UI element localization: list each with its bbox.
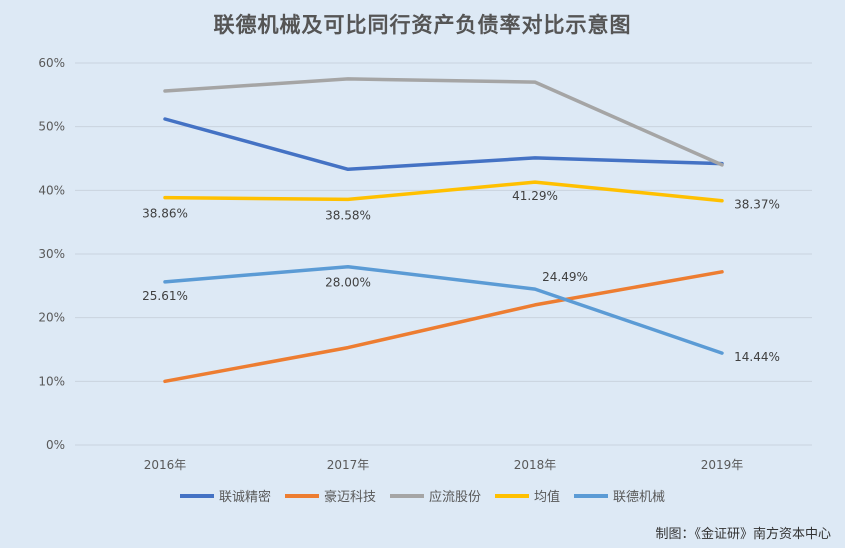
chart-credit: 制图：《金证研》南方资本中心: [655, 527, 831, 542]
legend-swatch: [179, 493, 214, 498]
gridlines: [75, 62, 812, 446]
data-label: 25.61%: [142, 289, 188, 303]
legend-swatch: [495, 493, 529, 498]
y-axis-ticks: 0% 10% 20% 30% 40% 50% 60%: [38, 56, 65, 452]
series-line-2: [163, 77, 724, 167]
data-label: 38.86%: [142, 207, 188, 221]
series-line-1: [163, 270, 724, 384]
data-label: 41.29%: [512, 189, 558, 203]
data-label: 24.49%: [542, 270, 588, 284]
series-line-0: [163, 117, 724, 172]
x-tick-label: 2016年: [144, 458, 187, 472]
data-label: 28.00%: [325, 276, 371, 290]
legend-item: 豪迈科技: [284, 486, 376, 505]
data-label: 38.37%: [734, 198, 780, 212]
x-tick-label: 2017年: [327, 458, 370, 472]
chart-title: 联德机械及可比同行资产负债率对比示意图: [213, 13, 632, 37]
legend-label: 豪迈科技: [323, 490, 376, 505]
data-label: 14.44%: [734, 350, 780, 364]
legend-swatch: [389, 493, 424, 498]
data-labels: 38.86% 38.58% 41.29% 38.37% 25.61% 28.00% 24.4…: [142, 189, 780, 364]
series-lines: [163, 77, 724, 384]
legend-item: 均值: [495, 486, 560, 505]
series-line-4: [163, 264, 724, 355]
legend-item: 联德机械: [574, 486, 665, 505]
legend-swatch: [284, 493, 319, 498]
x-axis-ticks: 2016年 2017年 2018年 2019年: [144, 458, 744, 472]
legend-label: 联诚精密: [218, 490, 271, 505]
y-tick-label: 30%: [38, 247, 65, 261]
y-tick-label: 60%: [38, 56, 65, 70]
y-tick-label: 0%: [46, 438, 65, 452]
legend-label: 均值: [534, 490, 561, 505]
legend-label: 联德机械: [613, 490, 666, 505]
legend-swatch: [574, 493, 609, 498]
legend: 联诚精密 豪迈科技 应流股份 均值 联德机械: [0, 486, 845, 505]
series-line-3: [163, 180, 724, 203]
x-tick-label: 2018年: [514, 458, 557, 472]
y-tick-label: 50%: [38, 120, 65, 134]
x-tick-label: 2019年: [701, 458, 744, 472]
legend-item: 应流股份: [389, 486, 481, 505]
y-tick-label: 10%: [38, 374, 65, 388]
y-tick-label: 20%: [38, 311, 65, 325]
y-tick-label: 40%: [38, 183, 65, 197]
legend-item: 联诚精密: [179, 486, 271, 505]
legend-label: 应流股份: [428, 490, 481, 505]
data-label: 38.58%: [325, 208, 371, 222]
